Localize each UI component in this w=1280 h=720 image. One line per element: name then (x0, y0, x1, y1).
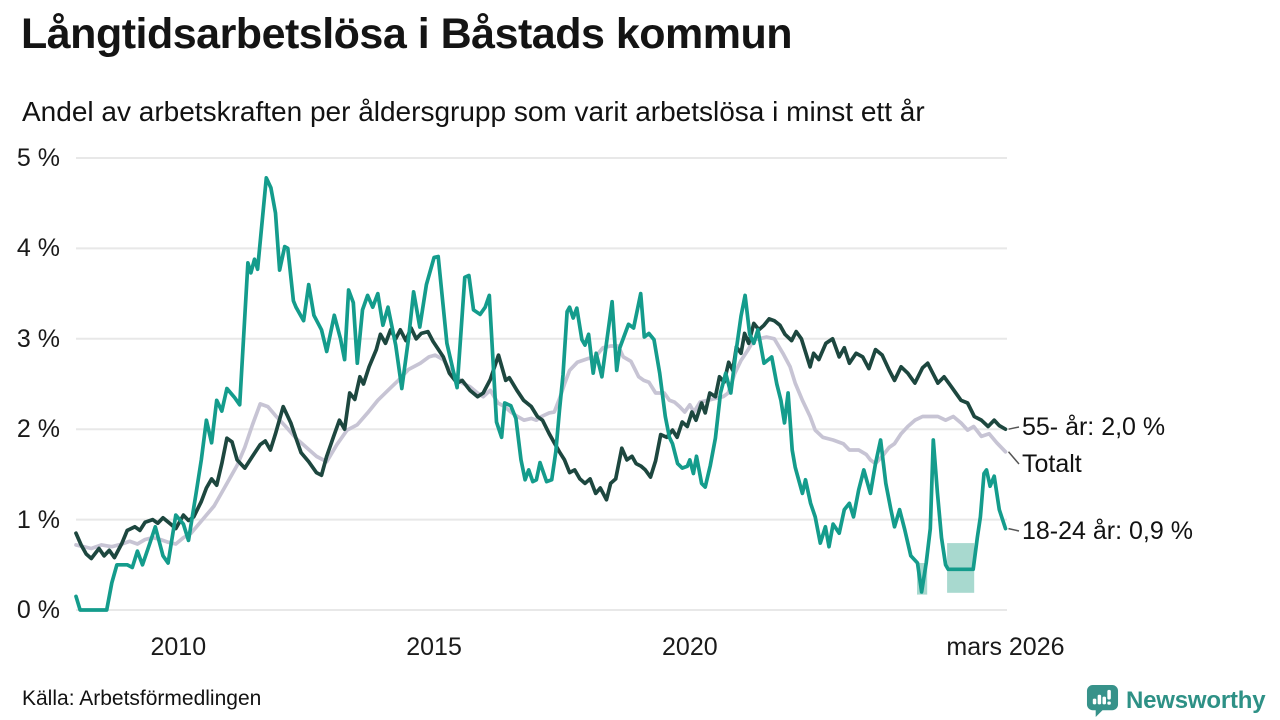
series-line-totalt (74, 335, 1008, 551)
series-end-label-totalt: Totalt (1022, 450, 1082, 478)
y-axis-label: 4 % (16, 234, 60, 263)
series-line-55-ar (74, 317, 1008, 561)
label-leader-line (1008, 527, 1020, 532)
x-axis-label: 2020 (662, 633, 718, 661)
y-axis-label: 0 % (16, 596, 60, 624)
newsworthy-bar-chart-icon (1086, 684, 1119, 718)
label-leader-line (1008, 426, 1020, 430)
newsworthy-wordmark: Newsworthy (1126, 687, 1266, 714)
y-axis-label: 3 % (16, 324, 60, 353)
series-line-18-24-ar (74, 176, 1008, 612)
x-axis-label: 2015 (406, 633, 462, 661)
label-leader-line (1007, 451, 1020, 465)
x-axis-label: mars 2026 (946, 633, 1065, 661)
y-axis-label: 2 % (16, 415, 60, 444)
chart-subtitle: Andel av arbetskraften per åldersgrupp s… (22, 96, 925, 127)
page-title: Långtidsarbetslösa i Båstads kommun (21, 10, 793, 58)
y-axis-label: 1 % (16, 505, 60, 534)
y-axis-label: 5 % (16, 144, 60, 172)
series-end-label-55-ar: 55- år: 2,0 % (1022, 413, 1166, 441)
newsworthy-logo: Newsworthy (1086, 684, 1266, 718)
source-text: Källa: Arbetsförmedlingen (22, 687, 262, 710)
series-end-label-18-24-ar: 18-24 år: 0,9 % (1022, 517, 1193, 545)
x-axis-label: 2010 (150, 633, 207, 661)
